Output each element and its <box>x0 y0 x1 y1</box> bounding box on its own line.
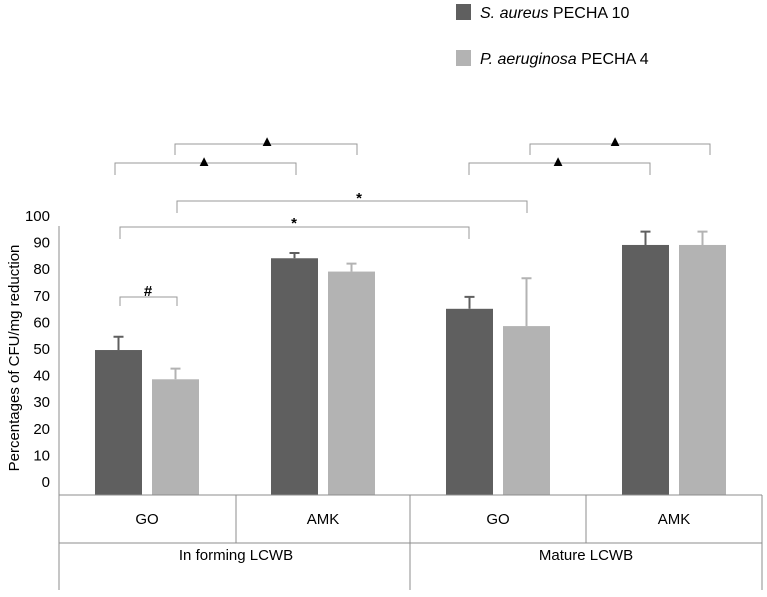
legend-series-2-rest: PECHA 4 <box>577 51 649 68</box>
category-label-1: GO <box>135 511 158 528</box>
y-tick-label-80: 80 <box>33 261 50 278</box>
sig-star-upper: * <box>356 190 362 207</box>
y-tick-label-50: 50 <box>33 341 50 358</box>
error-bar-series-2-2 <box>346 262 357 272</box>
bracket-hash <box>119 296 178 306</box>
legend-swatch-series-1 <box>456 4 471 20</box>
legend-label-series-2: P. aeruginosa PECHA 4 <box>480 51 649 68</box>
category-label-2: AMK <box>307 511 340 528</box>
sig-triangle-right-upper: ▲ <box>608 133 623 150</box>
bar-series-2-2 <box>328 271 375 495</box>
legend: S. aureus PECHA 10 P. aeruginosa PECHA 4 <box>456 4 649 68</box>
legend-label-series-1: S. aureus PECHA 10 <box>480 5 630 22</box>
category-label-3: GO <box>486 511 509 528</box>
y-tick-label-10: 10 <box>33 447 50 464</box>
category-label-4: AMK <box>658 511 691 528</box>
sig-triangle-left-lower: ▲ <box>197 153 212 170</box>
sig-triangle-left-upper: ▲ <box>260 133 275 150</box>
bracket-triangle-left-upper <box>174 143 358 155</box>
bar-series-1-4 <box>622 244 669 495</box>
y-tick-labels: 0 10 20 30 40 50 60 70 80 90 100 <box>25 208 50 491</box>
bar-series-2-1 <box>152 379 199 495</box>
bracket-star-lower <box>119 226 470 239</box>
error-bars <box>113 230 708 380</box>
bar-series-2-3 <box>503 326 550 495</box>
group-label-2: Mature LCWB <box>539 547 633 564</box>
bracket-triangle-right-upper <box>529 143 711 155</box>
y-tick-label-100: 100 <box>25 208 50 225</box>
legend-series-1-rest: PECHA 10 <box>548 5 629 22</box>
y-tick-label-40: 40 <box>33 368 50 385</box>
bar-series-1-1 <box>95 350 142 495</box>
y-tick-label-70: 70 <box>33 288 50 305</box>
sig-star-lower: * <box>291 215 297 232</box>
bracket-triangle-left-lower <box>114 162 297 175</box>
y-tick-label-20: 20 <box>33 421 50 438</box>
y-axis-label: Percentages of CFU/mg reduction <box>6 245 23 472</box>
bar-series-2-4 <box>679 244 726 495</box>
significance-brackets <box>114 143 711 306</box>
bracket-triangle-right-lower <box>468 162 651 175</box>
legend-series-2-italic: P. aeruginosa <box>480 51 577 68</box>
error-bar-series-2-1 <box>170 367 181 380</box>
bar-series-1-2 <box>271 258 318 495</box>
significance-marks: # * * ▲ ▲ ▲ ▲ <box>144 133 623 300</box>
y-tick-label-90: 90 <box>33 235 50 252</box>
y-tick-label-0: 0 <box>42 474 50 491</box>
bars <box>95 244 726 495</box>
bar-series-1-3 <box>446 308 493 495</box>
error-bar-series-1-4 <box>640 230 651 245</box>
legend-series-1-italic: S. aureus <box>480 5 548 22</box>
error-bar-series-1-2 <box>289 251 300 259</box>
error-bar-series-1-3 <box>464 295 475 309</box>
error-bar-series-2-4 <box>697 230 708 245</box>
bracket-star-upper <box>176 200 528 213</box>
y-tick-label-30: 30 <box>33 394 50 411</box>
group-label-1: In forming LCWB <box>179 547 293 564</box>
sig-hash: # <box>144 283 153 300</box>
legend-swatch-series-2 <box>456 50 471 66</box>
error-bar-series-2-3 <box>521 277 532 327</box>
category-labels: GO AMK GO AMK In forming LCWB Mature LCW… <box>135 511 690 564</box>
x-axis <box>58 226 763 590</box>
error-bar-series-1-1 <box>113 335 124 351</box>
y-tick-label-60: 60 <box>33 314 50 331</box>
sig-triangle-right-lower: ▲ <box>551 153 566 170</box>
